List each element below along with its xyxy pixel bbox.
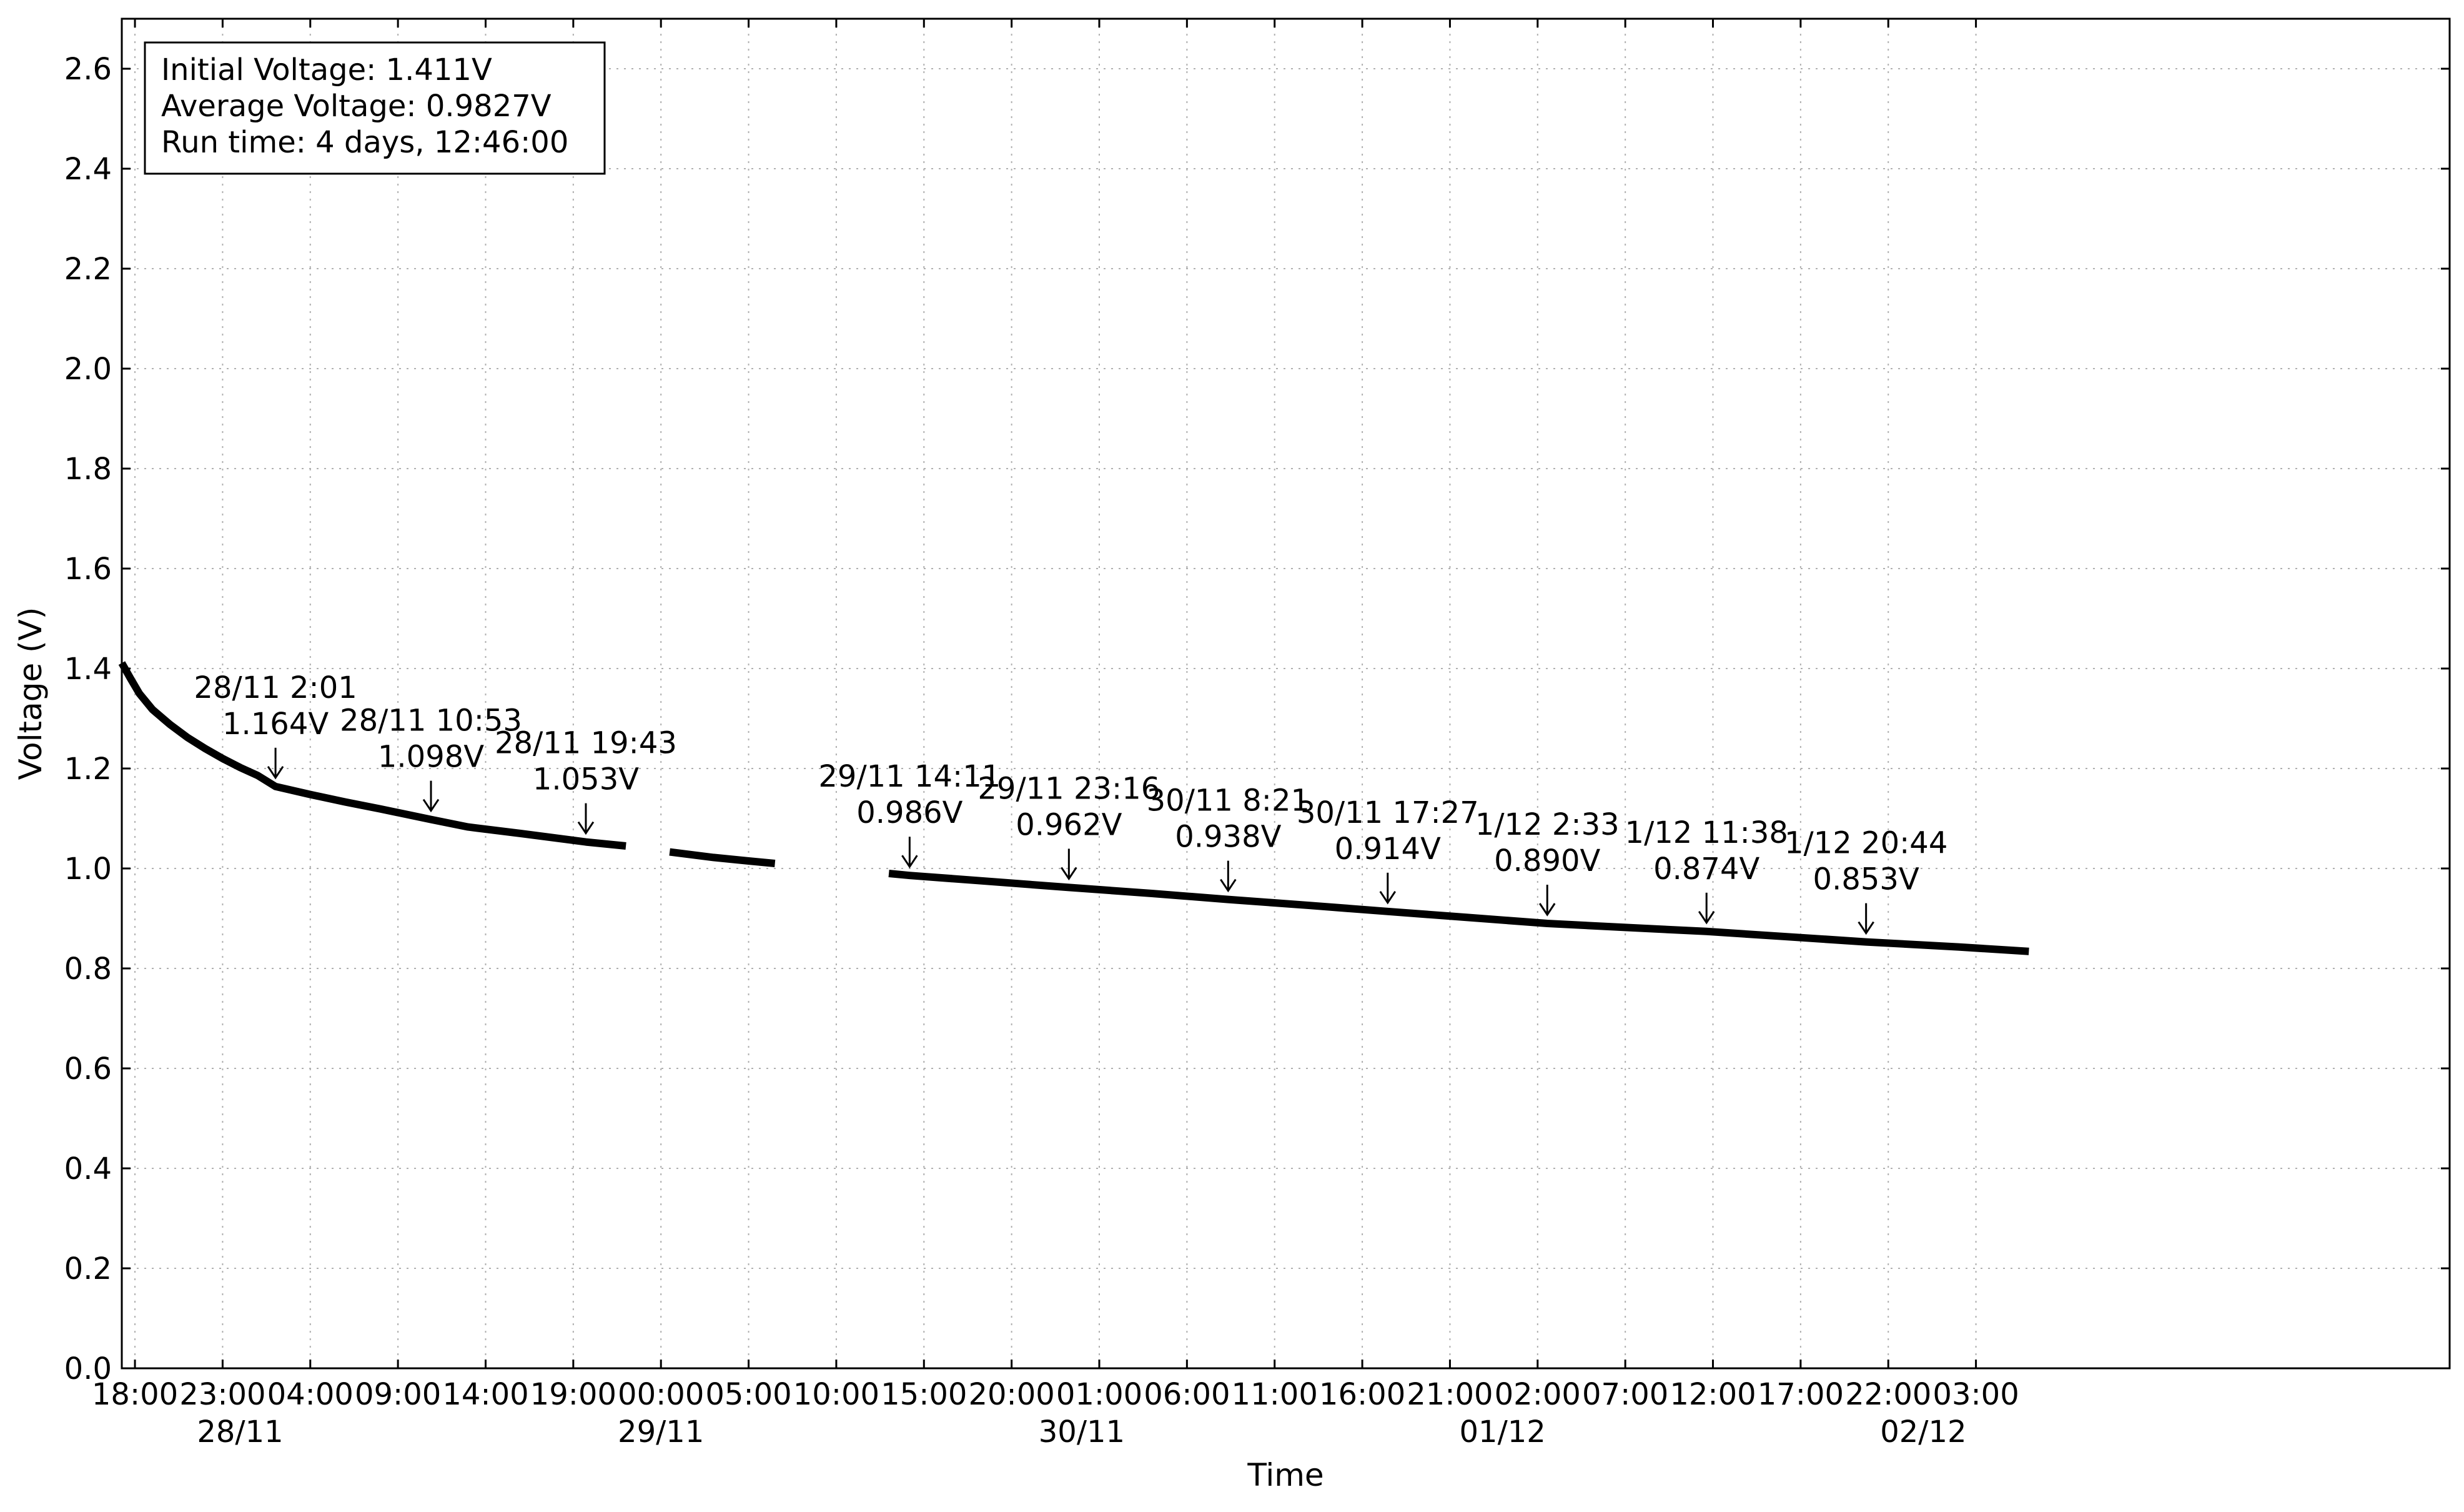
x-date-label: 01/12 [1459,1415,1545,1450]
annotation-voltage: 0.874V [1653,852,1759,887]
voltage-series-line [888,870,2029,955]
info-box-frame [144,41,606,175]
x-date-label: 30/11 [1039,1415,1125,1450]
voltage-series-line [669,848,776,867]
y-tick-label: 0.8 [64,952,112,987]
x-date-label: 28/11 [197,1415,283,1450]
x-tick-label: 10:00 [793,1377,879,1412]
x-tick-label: 18:00 [92,1377,178,1412]
annotation-timestamp: 28/11 2:01 [194,670,357,705]
x-tick-label: 20:00 [968,1377,1054,1412]
annotations: 28/11 2:011.164V 28/11 10:531.098V 28/11 1… [194,670,1947,935]
x-tick-label: 02:00 [1495,1377,1581,1412]
y-tick-label: 1.8 [64,452,112,487]
annotation-arrowhead [577,821,595,835]
x-tick-label: 05:00 [705,1377,791,1412]
annotation-voltage: 0.853V [1813,862,1919,897]
annotation-timestamp: 30/11 8:21 [1147,783,1310,818]
x-tick-label: 07:00 [1582,1377,1668,1412]
annotation-voltage: 1.164V [222,707,329,742]
annotation-voltage: 0.890V [1494,843,1600,878]
x-tick-label: 15:00 [881,1377,967,1412]
annotation-timestamp: 28/11 19:43 [495,726,677,761]
x-date-label: 02/12 [1880,1415,1966,1450]
axis-ticks: 0.0 0.2 0.4 0.6 0.8 1.0 1.2 1.4 1.6 1.8 2.0 2.2 2.4 2… [64,19,2450,1450]
y-tick-label: 1.0 [64,852,112,887]
info-run-time: Run time: 4 days, 12:46:00 [161,125,568,160]
x-tick-label: 04:00 [267,1377,354,1412]
annotation-arrowhead [267,765,284,780]
y-tick-label: 2.0 [64,352,112,387]
x-tick-label: 14:00 [442,1377,528,1412]
y-tick-label: 2.4 [64,152,112,187]
x-tick-label: 17:00 [1758,1377,1844,1412]
series-layer [118,661,2029,955]
y-tick-label: 1.6 [64,552,112,587]
grid-lines [122,19,2450,1369]
x-tick-label: 16:00 [1319,1377,1405,1412]
annotation-voltage: 0.962V [1016,807,1122,842]
x-tick-label: 11:00 [1232,1377,1318,1412]
y-tick-label: 2.6 [64,52,112,87]
annotation-timestamp: 1/12 11:38 [1625,815,1788,850]
x-tick-label: 00:00 [618,1377,704,1412]
annotation-timestamp: 1/12 2:33 [1475,807,1620,842]
annotation-arrowhead [422,798,440,813]
annotation-arrowhead [1858,921,1874,935]
y-tick-label: 0.6 [64,1052,112,1087]
x-axis-title: Time [1247,1457,1324,1493]
annotation-arrowhead [1379,890,1397,905]
plot-frame [121,17,2451,1370]
annotation-voltage: 1.098V [378,740,484,775]
y-tick-label: 1.2 [64,752,112,787]
x-tick-label: 19:00 [530,1377,616,1412]
annotation-voltage: 0.914V [1335,832,1441,867]
annotation-arrowhead [1538,903,1556,917]
x-tick-label: 21:00 [1407,1377,1493,1412]
x-tick-label: 22:00 [1845,1377,1931,1412]
x-tick-label: 12:00 [1670,1377,1756,1412]
annotation-timestamp: 29/11 23:16 [977,771,1160,806]
x-tick-label: 23:00 [179,1377,265,1412]
x-tick-label: 09:00 [355,1377,441,1412]
y-tick-label: 0.2 [64,1251,112,1286]
y-tick-label: 1.4 [64,652,112,687]
x-tick-label: 03:00 [1932,1377,2019,1412]
info-box: Initial Voltage: 1.411V Average Voltage:… [144,41,606,175]
annotation-voltage: 0.986V [856,795,962,830]
annotation-arrowhead [901,855,918,868]
x-tick-label: 01:00 [1056,1377,1142,1412]
x-date-label: 29/11 [618,1415,704,1450]
x-tick-label: 06:00 [1144,1377,1230,1412]
y-tick-label: 0.0 [64,1351,112,1386]
voltage-series-line [118,661,626,850]
y-tick-label: 0.4 [64,1151,112,1186]
annotation-timestamp: 29/11 14:11 [818,759,1001,794]
annotation-voltage: 1.053V [533,762,639,797]
annotation-arrowhead [1698,910,1715,925]
y-tick-label: 2.2 [64,252,112,287]
annotation-timestamp: 28/11 10:53 [340,704,522,739]
annotation-arrowhead [1061,867,1077,881]
y-axis-title: Voltage (V) [12,607,49,780]
annotation-voltage: 0.938V [1175,820,1281,855]
annotation-arrowhead [1220,878,1237,893]
info-average-voltage: Average Voltage: 0.9827V [161,89,552,124]
info-initial-voltage: Initial Voltage: 1.411V [161,52,492,87]
annotation-timestamp: 30/11 17:27 [1297,795,1479,830]
annotation-timestamp: 1/12 20:44 [1784,826,1947,861]
